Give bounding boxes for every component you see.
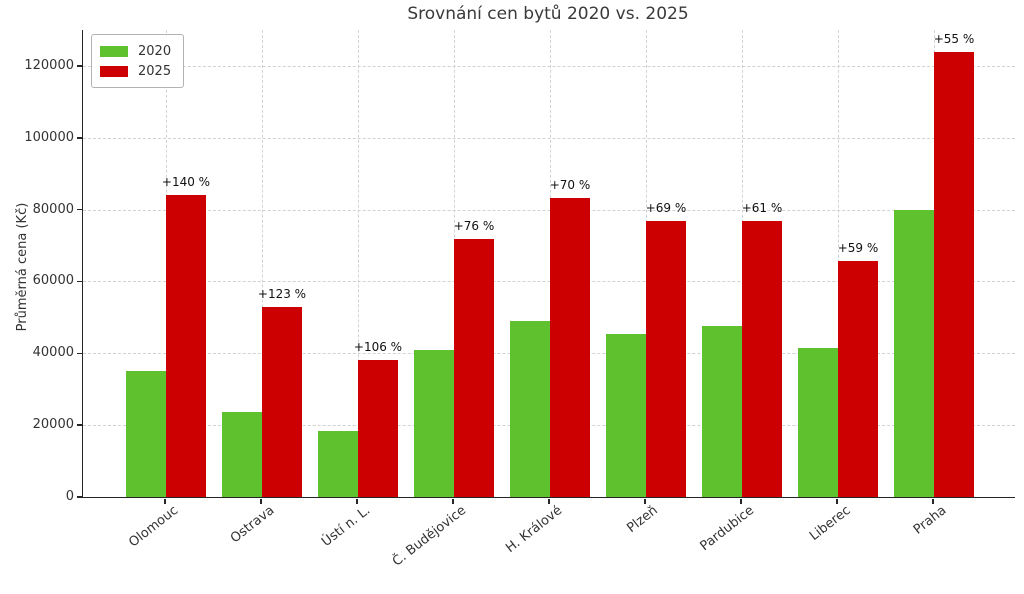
- bar-2020-Pardubice: [702, 325, 742, 497]
- legend-swatch-2025: [100, 65, 128, 77]
- h-gridline: [83, 281, 1015, 283]
- annotation-label: +69 %: [645, 200, 687, 215]
- y-tick-mark: [77, 280, 82, 283]
- annotation-label: +106 %: [353, 340, 403, 355]
- x-tick-mark: [356, 498, 358, 504]
- bar-2025-Plzeň: [646, 220, 686, 497]
- x-tick-label: Ostrava: [227, 503, 278, 547]
- bar-2025-H. Králové: [550, 197, 590, 497]
- annotation-label: +70 %: [549, 177, 591, 192]
- y-tick-label: 40000: [32, 345, 74, 361]
- x-tick-mark: [452, 498, 454, 504]
- y-tick-mark: [77, 208, 82, 211]
- v-gridline: [262, 30, 263, 497]
- bar-2025-Pardubice: [742, 221, 782, 497]
- bar-2020-Liberec: [798, 348, 838, 497]
- annotation-label: +123 %: [257, 286, 307, 301]
- y-tick-mark: [77, 65, 82, 67]
- h-gridline: [83, 65, 1015, 67]
- legend-label-2025: 2025: [138, 63, 172, 79]
- bar-2025-Ústí n. L.: [358, 360, 398, 497]
- bar-2025-Č. Budějovice: [454, 239, 494, 497]
- x-tick-mark: [836, 498, 838, 504]
- x-tick-mark: [164, 498, 166, 504]
- y-tick-label: 100000: [24, 129, 74, 145]
- x-tick-label: H. Králové: [503, 503, 566, 557]
- annotation-label: +76 %: [453, 219, 495, 234]
- y-tick-label: 0: [65, 489, 74, 504]
- bar-2025-Praha: [934, 51, 974, 497]
- bar-2020-Plzeň: [606, 333, 646, 497]
- annotation-label: +140 %: [161, 175, 211, 190]
- x-tick-label: Liberec: [806, 503, 854, 544]
- y-tick-mark: [77, 352, 82, 355]
- y-tick-label: 120000: [24, 57, 74, 73]
- bar-2020-Ústí n. L.: [318, 430, 358, 497]
- x-tick-mark: [644, 498, 646, 504]
- x-tick-label: Olomouc: [126, 503, 182, 551]
- v-gridline: [358, 30, 359, 497]
- plot-area: +140 % +123 % +106 % +76 % +70 % +69 % +61 % +5…: [82, 30, 1015, 498]
- bar-2020-Ostrava: [222, 411, 262, 497]
- h-gridline: [83, 209, 1015, 211]
- bar-2020-Olomouc: [126, 371, 166, 497]
- legend-label-2020: 2020: [138, 43, 172, 59]
- bar-2020-Č. Budějovice: [414, 350, 454, 497]
- bar-2025-Liberec: [838, 260, 878, 497]
- bar-2020-H. Králové: [510, 320, 550, 497]
- x-tick-mark: [932, 498, 934, 504]
- legend-item-2020: 2020: [100, 41, 171, 61]
- y-tick-label: 60000: [32, 273, 74, 289]
- chart-title: Srovnání cen bytů 2020 vs. 2025: [407, 4, 689, 24]
- bar-2025-Ostrava: [262, 306, 302, 497]
- legend-swatch-2020: [100, 45, 128, 57]
- x-tick-label: Č. Budějovice: [390, 503, 470, 570]
- annotation-label: +59 %: [837, 240, 879, 255]
- y-tick-mark: [77, 137, 82, 139]
- y-tick-label: 20000: [32, 417, 74, 433]
- legend: 2020 2025: [91, 34, 185, 88]
- x-tick-label: Ústí n. L.: [319, 503, 374, 550]
- y-tick-label: 80000: [32, 201, 74, 217]
- annotation-label: +61 %: [741, 201, 783, 216]
- y-axis-label: Průměrná cena (Kč): [15, 202, 30, 332]
- x-tick-label: Praha: [910, 503, 950, 538]
- bar-2020-Praha: [894, 209, 934, 497]
- h-gridline: [83, 137, 1015, 139]
- x-tick-mark: [548, 498, 550, 504]
- x-tick-mark: [740, 498, 742, 504]
- x-tick-label: Plzeň: [624, 503, 662, 537]
- x-tick-mark: [260, 498, 262, 504]
- annotation-label: +55 %: [933, 31, 975, 46]
- legend-item-2025: 2025: [100, 61, 171, 81]
- x-tick-label: Pardubice: [697, 503, 758, 555]
- y-tick-mark: [77, 424, 82, 426]
- y-tick-mark: [77, 496, 82, 498]
- bar-2025-Olomouc: [166, 195, 206, 497]
